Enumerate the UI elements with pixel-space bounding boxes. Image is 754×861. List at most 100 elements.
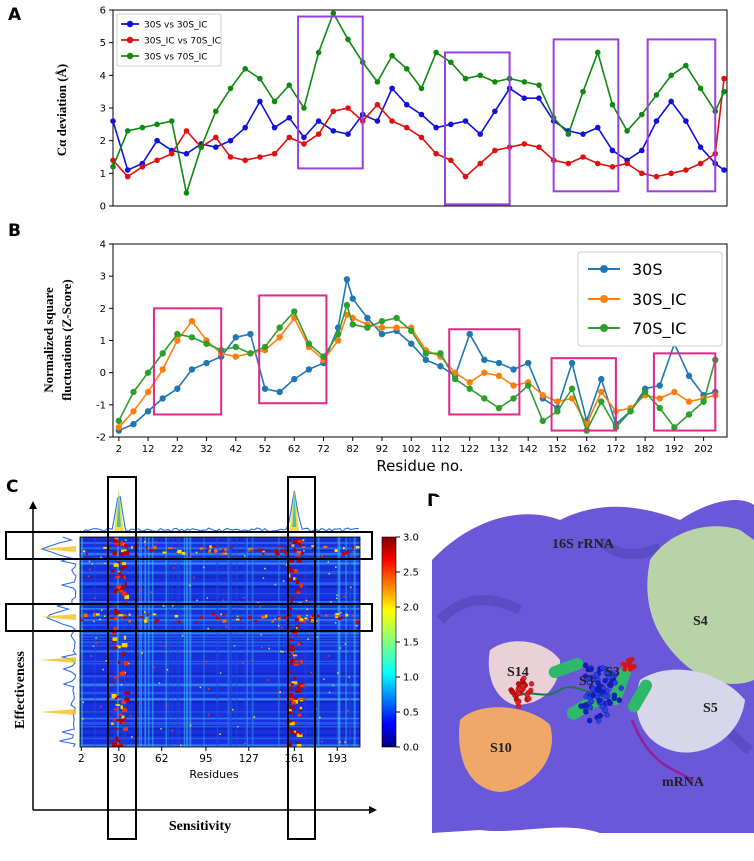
heatmap-warm-cell <box>196 599 198 602</box>
data-point-30s-ic-vs-70s-ic <box>345 105 351 111</box>
heatmap-warm-cell <box>93 620 95 623</box>
data-point-30s <box>349 295 356 302</box>
data-point-30s-vs-70s-ic <box>653 92 660 98</box>
data-point-30s-ic-vs-70s-ic <box>477 160 484 167</box>
heatmap-row-streak <box>80 586 360 588</box>
heatmap-hot-cell <box>122 700 127 704</box>
heatmap-hot-cell <box>298 683 304 686</box>
panel-a-highlight-box-2 <box>443 51 511 206</box>
residue-sphere-blue <box>607 700 613 706</box>
heatmap-hot-cell <box>262 550 265 553</box>
data-point-30s-vs-30s-ic <box>183 150 190 157</box>
heatmap-hot-cell <box>80 619 84 622</box>
heatmap-column-streak <box>178 537 180 747</box>
heatmap-hot-cell <box>112 646 118 649</box>
label-16s-rrna: 16S rRNA <box>552 537 615 552</box>
heatmap-row-streak <box>80 607 360 610</box>
data-point-30s-ic-vs-70s-ic <box>639 170 645 177</box>
heatmap-hot-cell <box>311 545 314 548</box>
heatmap-hot-cell <box>293 549 297 552</box>
heatmap-warm-cell <box>321 555 323 557</box>
data-point-30s-ic-vs-70s-ic <box>580 154 586 160</box>
heatmap-row-streak <box>80 684 360 687</box>
heatmap-row-streak <box>80 575 360 578</box>
heatmap-hot-cell <box>345 551 350 555</box>
heatmap-warm-cell <box>143 611 146 613</box>
heatmap-warm-cell <box>158 682 161 684</box>
heatmap-warm-cell <box>307 638 309 640</box>
data-point-30s-vs-30s-ic <box>433 124 439 131</box>
data-point-30s-ic <box>130 408 137 415</box>
panel-a-ylabel: Cα deviation (Å) <box>54 64 69 156</box>
data-point-30s-ic <box>671 388 678 396</box>
heatmap-hot-cell <box>144 619 148 623</box>
residue-sphere-blue <box>616 697 623 703</box>
heatmap-hot-cell <box>294 721 298 724</box>
heatmap-hot-cell <box>334 549 338 553</box>
heatmap-hot-cell <box>293 664 299 666</box>
heatmap-row-streak <box>80 559 360 562</box>
data-point-70s-ic <box>378 318 386 325</box>
heatmap-hot-cell <box>265 614 268 618</box>
heatmap-warm-cell <box>88 560 91 563</box>
heatmap-warm-cell <box>277 624 280 627</box>
residue-sphere-blue <box>597 712 604 719</box>
left-profile-peak <box>40 709 76 715</box>
heatmap-hot-cell <box>290 686 293 691</box>
s5-surface <box>636 669 745 753</box>
colorbar-tick-label: 0.0 <box>403 743 419 754</box>
heatmap-hot-cell <box>83 550 86 553</box>
heatmap-hot-cell <box>294 731 300 736</box>
heatmap-warm-cell <box>344 741 346 744</box>
heatmap-hot-cell <box>128 613 131 616</box>
heatmap-column-streak <box>231 537 233 747</box>
heatmap-hot-cell <box>297 540 302 545</box>
heatmap-column-streak <box>335 537 337 747</box>
heatmap-hot-cell <box>111 569 115 573</box>
heatmap-hot-cell <box>147 613 150 616</box>
panel-b-legend: 30S 30S_IC 70S_IC <box>577 251 723 347</box>
heatmap-hot-cell <box>224 548 227 552</box>
data-point-30s-ic-vs-70s-ic <box>521 141 528 147</box>
data-point-30s-vs-30s-ic <box>683 118 689 124</box>
panel-c-xtick-label: 62 <box>155 753 168 765</box>
heatmap-warm-cell <box>280 650 282 653</box>
data-point-30s-vs-70s-ic <box>477 72 484 79</box>
heatmap-hot-cell <box>124 661 129 666</box>
heatmap-hot-cell <box>294 660 299 663</box>
heatmap-hot-cell <box>215 616 219 620</box>
heatmap-row-streak <box>80 737 360 740</box>
data-point-30s-vs-30s-ic <box>492 108 498 115</box>
heatmap-hot-cell <box>111 693 117 699</box>
heatmap-row-streak <box>80 599 360 601</box>
heatmap-warm-cell <box>100 556 102 559</box>
data-point-30s-ic <box>598 388 605 396</box>
heatmap-warm-cell <box>207 627 209 630</box>
heatmap-hot-cell <box>229 617 231 619</box>
data-point-30s-ic-vs-70s-ic <box>183 128 190 134</box>
residue-sphere-blue <box>586 717 593 724</box>
panel-b-ylabel: Normalized square fluctuations (Z-Score) <box>41 279 74 400</box>
heatmap-hot-cell <box>295 554 301 557</box>
heatmap-hot-cell <box>297 615 301 618</box>
panel-b-highlight-box-4 <box>550 357 617 432</box>
panel-b-xtick-label: 42 <box>229 444 242 455</box>
panel-c-xaxis-label: Sensitivity <box>169 819 231 834</box>
heatmap-hot-cell <box>131 546 133 549</box>
left-profile-line <box>40 536 77 748</box>
heatmap-column-streak <box>345 537 347 747</box>
heatmap-hot-cell <box>323 545 328 549</box>
heatmap-warm-cell <box>89 568 91 571</box>
data-point-30s-vs-70s-ic <box>462 75 469 82</box>
data-point-30s-vs-70s-ic <box>374 79 381 85</box>
heatmap-hot-cell <box>123 635 127 640</box>
heatmap-hot-cell <box>298 642 302 646</box>
heatmap-hot-cell <box>174 614 179 618</box>
heatmap-hot-cell <box>214 549 217 553</box>
data-point-30s <box>159 395 166 402</box>
heatmap-warm-cell <box>174 546 177 549</box>
heatmap-hot-cell <box>124 582 127 587</box>
panel-b-xtick-label: 32 <box>200 444 213 455</box>
heatmap-hot-cell <box>291 681 298 684</box>
label-s14: S14 <box>507 665 529 680</box>
